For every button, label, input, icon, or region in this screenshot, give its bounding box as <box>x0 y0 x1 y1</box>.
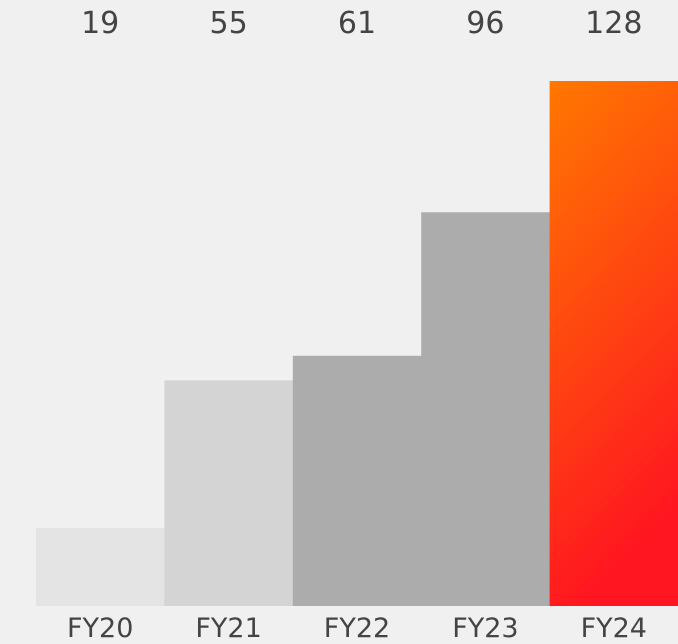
category-label-fy22: FY22 <box>324 613 390 644</box>
bar-fy23 <box>421 212 551 606</box>
bars-group <box>36 81 678 606</box>
value-labels-group: 19 55 61 96 128 <box>81 6 642 41</box>
category-label-fy24: FY24 <box>581 613 647 644</box>
value-label-fy22: 61 <box>338 6 376 41</box>
value-label-fy24: 128 <box>585 6 642 41</box>
category-label-fy21: FY21 <box>195 613 261 644</box>
bar-fy20 <box>36 528 165 606</box>
bar-fy21 <box>164 380 294 606</box>
value-label-fy21: 55 <box>210 6 248 41</box>
category-label-fy20: FY20 <box>67 613 133 644</box>
value-label-fy20: 19 <box>81 6 119 41</box>
value-label-fy23: 96 <box>466 6 504 41</box>
bar-fy24 <box>549 81 678 606</box>
category-label-fy23: FY23 <box>452 613 518 644</box>
bar-fy22 <box>292 355 422 606</box>
category-labels-group: FY20 FY21 FY22 FY23 FY24 <box>67 613 647 644</box>
